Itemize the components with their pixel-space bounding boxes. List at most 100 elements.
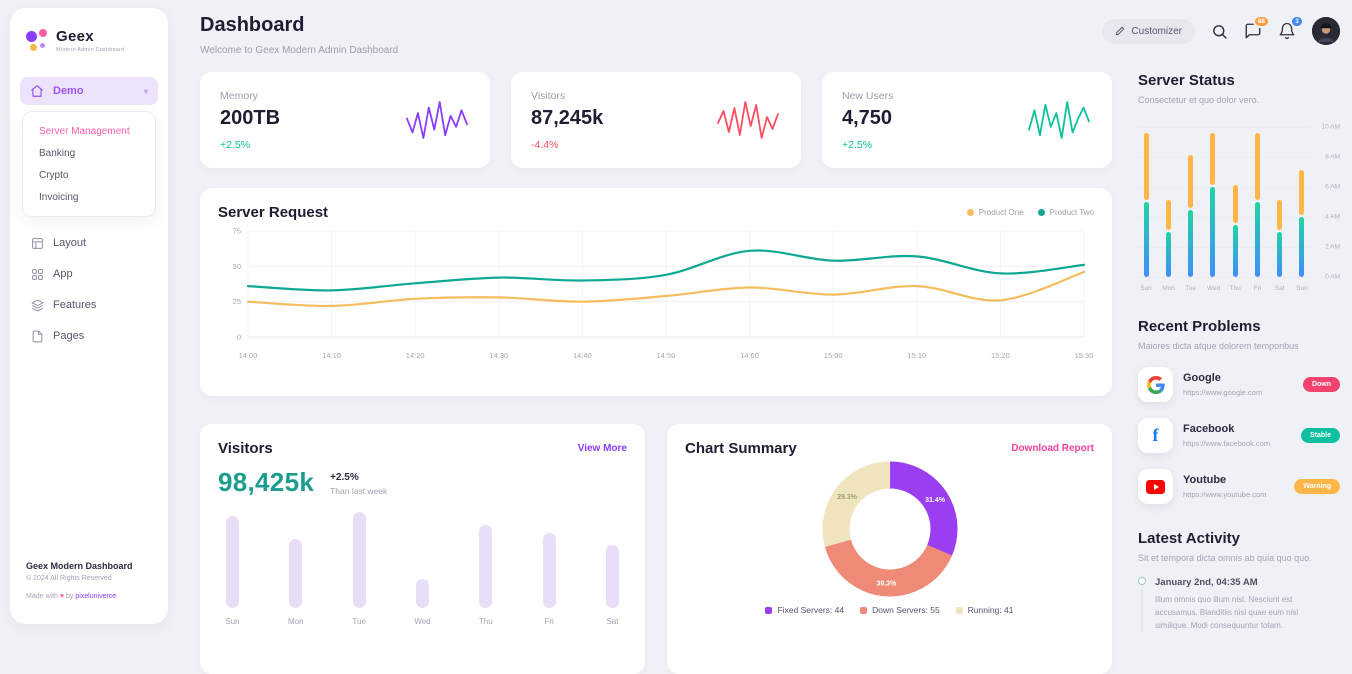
stat-value: 200TB — [220, 106, 281, 129]
search-button[interactable] — [1211, 23, 1228, 40]
server-request-legend: Product One Product Two — [966, 208, 1094, 217]
site-url[interactable]: https://www.facebook.com — [1183, 439, 1271, 448]
gridline — [1138, 127, 1310, 128]
visitor-bar-column: Tue — [352, 512, 366, 626]
sidebar-submenu: Server Management Banking Crypto Invoicing — [22, 111, 156, 217]
site-name: Google — [1183, 372, 1221, 384]
site-url[interactable]: https://www.google.com — [1183, 388, 1263, 397]
topbar-actions: Customizer 88 3 — [1102, 15, 1340, 45]
status-bar-secondary[interactable] — [1210, 132, 1216, 185]
status-bar-secondary[interactable] — [1254, 132, 1260, 200]
submenu-item-banking[interactable]: Banking — [39, 147, 76, 159]
visitor-bar[interactable] — [226, 516, 239, 608]
visitor-bar-column: Sat — [605, 512, 619, 626]
customizer-button[interactable]: Customizer — [1102, 18, 1195, 44]
status-bar-secondary[interactable] — [1299, 170, 1305, 215]
legend-dot — [1037, 209, 1045, 216]
user-avatar[interactable] — [1312, 17, 1340, 45]
status-bar-secondary[interactable] — [1188, 155, 1194, 208]
submenu-item-invoicing[interactable]: Invoicing — [39, 191, 79, 203]
card-title: Visitors — [218, 440, 273, 457]
section-title: Latest Activity — [1138, 530, 1240, 547]
submenu-item-crypto[interactable]: Crypto — [39, 169, 69, 181]
status-bar-primary[interactable] — [1188, 209, 1194, 277]
problem-info: Facebook https://www.facebook.com — [1183, 423, 1291, 448]
visitor-bar-label: Mon — [288, 617, 304, 626]
sidebar-item-demo[interactable]: Demo ▾ — [20, 77, 158, 105]
sidebar-item-features[interactable]: Features — [20, 291, 158, 319]
visitor-bar[interactable] — [352, 512, 366, 608]
messages-button[interactable]: 88 — [1244, 15, 1270, 40]
svg-text:15:20: 15:20 — [991, 351, 1010, 360]
x-axis-label: Sun — [1140, 285, 1152, 292]
section-subtitle: Maiores dicta atque dolorem temporibus — [1138, 341, 1299, 351]
page-subtitle: Welcome to Geex Modern Admin Dashboard — [200, 45, 399, 56]
visitor-bar[interactable] — [289, 539, 303, 608]
svg-text:14:40: 14:40 — [573, 351, 592, 360]
visitor-bar[interactable] — [415, 579, 429, 608]
status-bar-primary[interactable] — [1254, 202, 1260, 277]
sidebar-item-label: Demo — [53, 85, 84, 97]
y-axis-label: 8 AM — [1325, 153, 1340, 161]
status-bar-primary[interactable] — [1143, 202, 1149, 277]
credit-brand[interactable]: pixeluniverce — [75, 593, 117, 600]
server-request-header: Server Request Product One Product Two — [218, 204, 1094, 221]
legend-marker — [955, 606, 963, 614]
status-bar-secondary[interactable] — [1165, 200, 1171, 230]
sidebar-item-pages[interactable]: Pages — [20, 322, 158, 350]
status-bar-column — [1140, 132, 1152, 277]
donut-wrap: 31.4% 39.3% 29.3% — [685, 459, 1094, 601]
stat-delta: -4.4% — [531, 138, 559, 151]
notifications-button[interactable]: 3 — [1278, 15, 1304, 40]
timeline-rail — [1138, 577, 1146, 633]
submenu-item-server-management[interactable]: Server Management — [39, 125, 130, 137]
svg-text:14:60: 14:60 — [740, 351, 759, 360]
svg-text:50: 50 — [233, 262, 241, 271]
sidebar-item-app[interactable]: App — [20, 260, 158, 288]
stat-sparkline — [1026, 97, 1092, 143]
sidebar-item-layout[interactable]: Layout — [20, 229, 158, 257]
page-title: Dashboard — [200, 14, 305, 36]
svg-text:29.3%: 29.3% — [837, 494, 858, 501]
legend-label: Fixed Servers: 44 — [777, 605, 845, 615]
status-bar-primary[interactable] — [1210, 187, 1216, 277]
recent-problems-section: Recent Problems Maiores dicta atque dolo… — [1138, 318, 1340, 504]
y-axis-label: 2 AM — [1325, 243, 1340, 251]
legend-marker — [765, 606, 773, 614]
status-bar-primary[interactable] — [1232, 224, 1238, 277]
app-logo[interactable]: Geex Modern Admin Dashboard — [10, 8, 168, 63]
status-bar-primary[interactable] — [1165, 232, 1171, 277]
visitors-summary: 98,425k +2.5% Than last week — [218, 467, 627, 498]
visitor-bar[interactable] — [479, 525, 493, 608]
sidebar: Geex Modern Admin Dashboard Demo ▾ Serve… — [10, 8, 168, 624]
status-plot — [1138, 127, 1310, 278]
gridline — [1138, 277, 1310, 278]
site-url[interactable]: https://www.youtube.com — [1183, 490, 1267, 499]
right-panel: Server Status Consectetur et quo dolor v… — [1138, 72, 1340, 633]
sidebar-menu: Demo ▾ Server Management Banking Crypto Inv… — [10, 77, 168, 350]
card-title: Server Request — [218, 204, 329, 221]
visitor-bar-label: Thu — [478, 617, 493, 626]
svg-text:14:10: 14:10 — [322, 351, 341, 360]
svg-text:25: 25 — [233, 297, 241, 306]
status-bar-primary[interactable] — [1277, 232, 1283, 277]
customizer-label: Customizer — [1131, 25, 1182, 37]
stat-card-memory: Memory 200TB +2.5% — [200, 72, 490, 168]
stat-card-visitors: Visitors 87,245k -4.4% — [511, 72, 801, 168]
status-bar-secondary[interactable] — [1143, 132, 1149, 200]
view-more-link[interactable]: View More — [577, 443, 627, 454]
visitor-bar[interactable] — [542, 533, 556, 608]
visitor-bar-column: Sun — [225, 512, 240, 626]
status-bar-primary[interactable] — [1299, 217, 1305, 277]
problem-row-facebook: f Facebook https://www.facebook.com Stable — [1138, 418, 1340, 453]
status-bar-column — [1296, 170, 1308, 277]
credit-prefix: Made with — [26, 593, 58, 600]
facebook-icon: f — [1152, 425, 1159, 445]
status-bar-secondary[interactable] — [1277, 200, 1283, 230]
legend-label: Product One — [978, 208, 1024, 217]
visitor-bar[interactable] — [605, 545, 619, 608]
stat-cards-row: Memory 200TB +2.5% Visitors 87,245k -4.4% New … — [200, 72, 1112, 168]
download-report-link[interactable]: Download Report — [1011, 443, 1094, 454]
status-bar-secondary[interactable] — [1232, 185, 1238, 223]
x-axis-label: Wed — [1206, 285, 1221, 292]
